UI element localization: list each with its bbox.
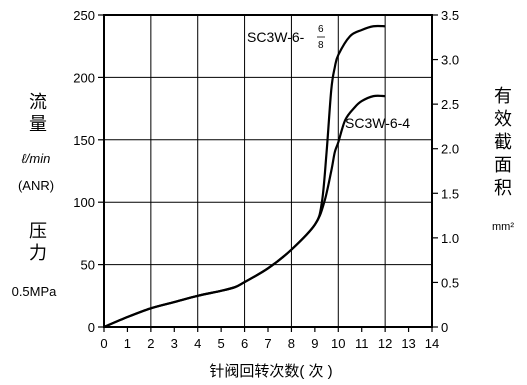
y-right-tick-label-0.5: 0.5 bbox=[441, 275, 459, 290]
series-label-6-8-sub: 8 bbox=[318, 40, 324, 51]
y-right-label-2: 效 bbox=[494, 109, 512, 129]
y-left-label-1: 流 bbox=[29, 92, 47, 112]
y-right-unit: mm² bbox=[492, 221, 514, 233]
y-right-tick-labels: 0 0.5 1.0 1.5 2.0 2.5 3.0 3.5 bbox=[432, 8, 459, 335]
x-tick-label-8: 8 bbox=[288, 336, 295, 351]
pressure-label-1: 压 bbox=[29, 221, 47, 241]
y-left-unit: ℓ/min bbox=[22, 151, 51, 166]
x-tick-label-12: 12 bbox=[378, 336, 392, 351]
y-right-label-5: 积 bbox=[494, 178, 512, 198]
y-left-unit-note: (ANR) bbox=[18, 178, 54, 193]
x-tick-label-11: 11 bbox=[355, 336, 369, 351]
series-label-6-4: SC3W-6-4 bbox=[345, 115, 410, 131]
y-left-tick-label-150: 150 bbox=[73, 133, 95, 148]
x-tick-label-0: 0 bbox=[100, 336, 107, 351]
series-label-6-8-sup: 6 bbox=[318, 24, 324, 35]
y-right-tick-label-3.5: 3.5 bbox=[441, 8, 459, 23]
x-tick-label-2: 2 bbox=[147, 336, 154, 351]
y-right-label-3: 截 bbox=[494, 132, 512, 152]
x-tick-label-13: 13 bbox=[401, 336, 415, 351]
y-left-label-2: 量 bbox=[29, 114, 47, 134]
curves bbox=[103, 24, 386, 329]
y-left-tick-label-250: 250 bbox=[73, 8, 95, 23]
plot-frame bbox=[103, 14, 433, 328]
x-axis-label: 针阀回转次数( 次 ) bbox=[209, 363, 332, 380]
x-tick-label-1: 1 bbox=[124, 336, 131, 351]
y-right-tick-label-2.0: 2.0 bbox=[441, 142, 459, 157]
y-left-tick-label-0: 0 bbox=[88, 320, 95, 335]
pressure-label-2: 力 bbox=[29, 243, 47, 263]
y-right-tick-label-2.5: 2.5 bbox=[441, 97, 459, 112]
y-right-tick-label-3.0: 3.0 bbox=[441, 53, 459, 68]
y-right-label-1: 有 bbox=[494, 86, 512, 106]
x-tick-label-14: 14 bbox=[425, 336, 439, 351]
y-right-label-4: 面 bbox=[494, 155, 512, 175]
y-left-tick-label-200: 200 bbox=[73, 70, 95, 85]
y-left-tick-label-100: 100 bbox=[73, 195, 95, 210]
y-right-tick-label-1.0: 1.0 bbox=[441, 231, 459, 246]
x-tick-label-5: 5 bbox=[218, 336, 225, 351]
x-tick-label-7: 7 bbox=[264, 336, 271, 351]
x-tick-label-4: 4 bbox=[194, 336, 201, 351]
pressure-value: 0.5MPa bbox=[12, 284, 58, 299]
x-tick-label-10: 10 bbox=[331, 336, 345, 351]
x-tick-label-6: 6 bbox=[241, 336, 248, 351]
series-line-1 bbox=[103, 24, 386, 329]
y-left-tick-labels: 0 50 100 150 200 250 bbox=[73, 8, 104, 335]
y-right-tick-label-0: 0 bbox=[441, 320, 448, 335]
grid bbox=[104, 15, 432, 327]
series-label-6-8: SC3W-6- bbox=[247, 29, 305, 45]
y-left-tick-label-50: 50 bbox=[81, 258, 95, 273]
x-tick-label-9: 9 bbox=[311, 336, 318, 351]
x-tick-labels: 0 1 2 3 4 5 6 7 8 9 10 11 12 13 14 bbox=[100, 327, 439, 351]
series-label-6-8-base: SC3W-6- bbox=[247, 29, 305, 45]
x-tick-label-3: 3 bbox=[171, 336, 178, 351]
y-right-tick-label-1.5: 1.5 bbox=[441, 186, 459, 201]
